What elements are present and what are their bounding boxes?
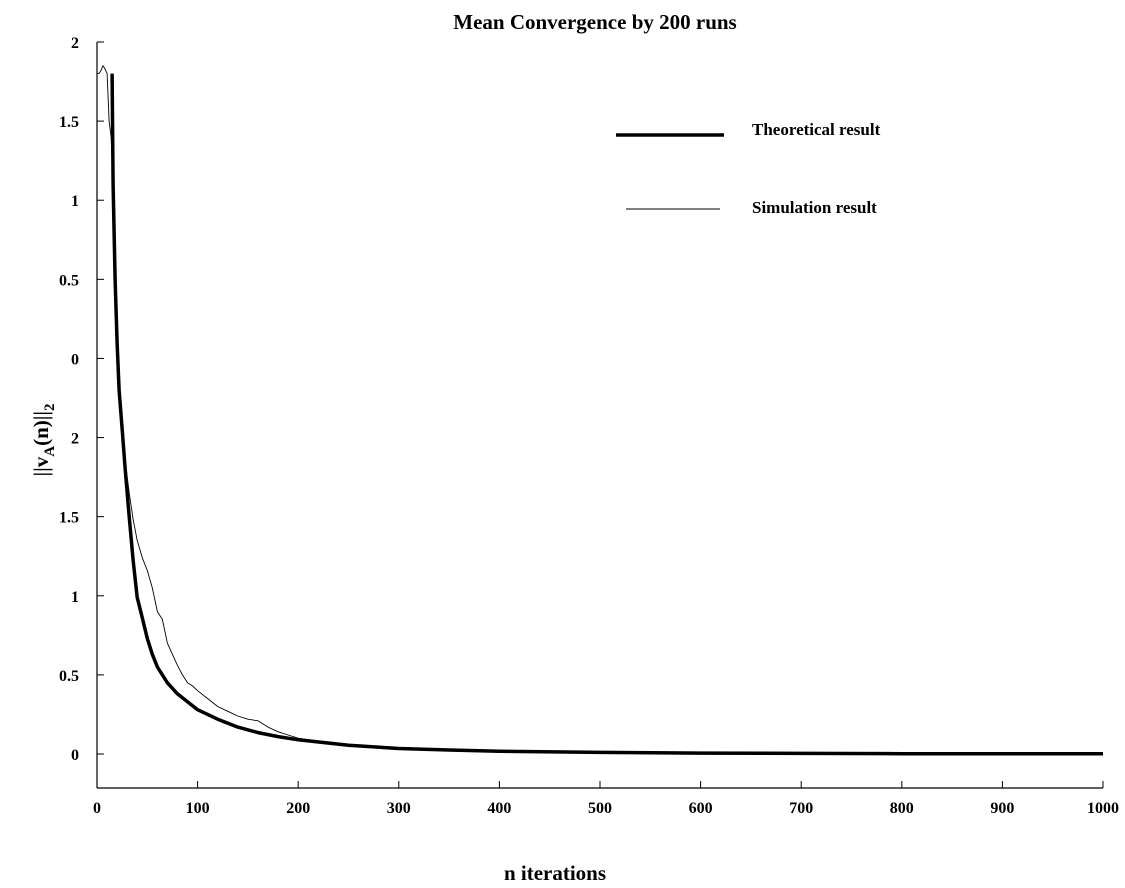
x-tick-label: 400 xyxy=(487,800,511,817)
x-tick-label: 100 xyxy=(186,800,210,817)
y-tick-label: 2 xyxy=(71,431,79,448)
y-tick-label: 1 xyxy=(71,193,79,210)
y-tick-label: 0.5 xyxy=(59,272,79,289)
x-axis-label: n iterations xyxy=(504,861,606,885)
x-tick-label: 300 xyxy=(387,800,411,817)
x-ticks: 0 100 200 300 400 500 600 700 800 900 1000 xyxy=(93,781,1119,817)
y-tick-label: 0 xyxy=(71,747,79,764)
series-layer xyxy=(97,65,1104,756)
x-tick-label: 600 xyxy=(689,800,713,817)
y-tick-label: 2 xyxy=(71,35,79,52)
legend: Theoretical result Simulation result xyxy=(616,120,881,217)
y-label-middle: (n)|| xyxy=(29,411,53,446)
y-label-sub-a: A xyxy=(42,446,58,457)
y-tick-label: 1 xyxy=(71,589,79,606)
chart-title: Mean Convergence by 200 runs xyxy=(453,10,736,34)
x-tick-label: 200 xyxy=(286,800,310,817)
y-tick-label: 0 xyxy=(71,351,79,368)
legend-label-theoretical: Theoretical result xyxy=(752,120,881,139)
x-tick-label: 500 xyxy=(588,800,612,817)
series-line-theoretical xyxy=(110,73,1103,756)
y-label-prefix: ||v xyxy=(29,456,53,476)
y-axis-label: ||vA(n)||2 xyxy=(29,403,58,476)
y-tick-label: 0.5 xyxy=(59,668,79,685)
x-tick-label: 900 xyxy=(990,800,1014,817)
y-tick-label: 1.5 xyxy=(59,510,79,527)
x-tick-label: 1000 xyxy=(1087,800,1119,817)
y-label-sub-b: 2 xyxy=(42,403,58,411)
x-tick-label: 800 xyxy=(890,800,914,817)
x-tick-label: 0 xyxy=(93,800,101,817)
y-ticks: 0 0.5 1 1.5 2 0 0.5 1 1.5 2 xyxy=(59,35,104,764)
series-line-simulation xyxy=(97,65,1104,755)
x-tick-label: 700 xyxy=(789,800,813,817)
legend-label-simulation: Simulation result xyxy=(752,198,877,217)
axes xyxy=(96,42,1103,789)
y-tick-label: 1.5 xyxy=(59,114,79,131)
